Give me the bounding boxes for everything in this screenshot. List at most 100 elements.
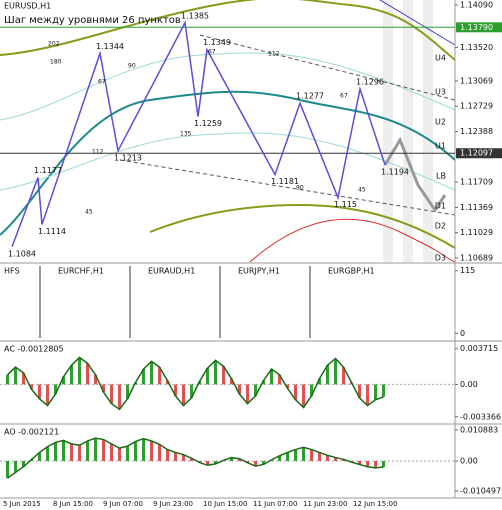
zigzag [11, 20, 386, 248]
histogram-bar [86, 363, 89, 385]
lower-band [149, 203, 456, 249]
histogram-bar [134, 441, 137, 461]
histogram-bar [102, 384, 105, 393]
time-label: 8 Jun 15:00 [53, 500, 93, 508]
histogram-bar [206, 461, 209, 466]
histogram-bar [382, 384, 385, 397]
histogram-bar [30, 384, 33, 390]
histogram-bar [310, 449, 313, 461]
histogram-bar [182, 384, 185, 406]
price-box-label: 1.13790 [460, 23, 493, 32]
distance-label: 67 [340, 93, 348, 100]
distance-label: 90 [128, 63, 136, 70]
histogram-bar [118, 384, 121, 410]
histogram-bar [38, 384, 41, 399]
histogram-bar [110, 384, 113, 404]
distance-label: 112 [92, 149, 104, 156]
histogram-bar [238, 384, 241, 395]
histogram-bar [278, 374, 281, 385]
level-name: U3 [435, 88, 446, 97]
histogram-bar [62, 376, 65, 385]
stripe [423, 0, 433, 262]
histogram-bar [22, 461, 25, 467]
histogram-bar [166, 449, 169, 461]
histogram-bar [262, 461, 265, 465]
inner-band [0, 132, 456, 191]
histogram-bar [254, 461, 257, 467]
histogram-bar [54, 384, 57, 395]
time-label: 10 Jun 15:00 [203, 500, 247, 508]
price-box [456, 22, 502, 33]
histogram-bar [38, 452, 41, 461]
histogram-bar [190, 458, 193, 461]
histogram-bar [110, 443, 113, 461]
time-label: 9 Jun 07:00 [103, 500, 143, 508]
symbol-label: EURCHF,H1 [58, 267, 104, 276]
forecast [383, 136, 447, 213]
histogram-bar [214, 360, 217, 385]
middle-band [0, 90, 456, 236]
histogram-bar [238, 458, 241, 461]
histogram-bar [150, 361, 153, 385]
pane-title: AO -0.002121 [4, 428, 59, 437]
bands [0, 0, 456, 263]
histogram-bar [118, 448, 121, 461]
symbol-label: EURGBP,H1 [328, 267, 375, 276]
histogram-bar [230, 378, 233, 385]
histogram-bar [126, 446, 129, 461]
distance-label: 45 [85, 209, 93, 216]
histogram-bar [302, 447, 305, 461]
histogram-bar [86, 441, 89, 461]
histogram-bar [286, 452, 289, 461]
histogram-bar [78, 445, 81, 461]
price-label: 1.10689 [460, 253, 493, 262]
histogram-bar [246, 384, 249, 404]
price-label: 1.12388 [460, 127, 493, 136]
pivot-label: 1.1277 [296, 92, 324, 101]
histogram-bar [326, 365, 329, 385]
histogram-bar [166, 380, 169, 385]
level-name: D2 [435, 222, 446, 231]
signal-line [6, 356, 384, 411]
price-box [456, 148, 502, 159]
histogram-bar [14, 367, 17, 385]
histogram-bar [246, 461, 249, 463]
subtitle: Шаг между уровнями 26 пунктов [4, 15, 181, 26]
histogram-bar [6, 374, 9, 385]
price-label: 1.13520 [460, 43, 493, 52]
distance-label: 112 [268, 51, 280, 58]
pivot-label: 1.1259 [194, 119, 222, 128]
pane-tick-label: 0.00 [460, 380, 478, 389]
histogram-bar [342, 459, 345, 461]
distance-label: 67 [208, 49, 216, 56]
stripe [383, 0, 393, 262]
histogram-bar [230, 457, 233, 461]
histogram-bar [374, 461, 377, 468]
distance-label: 202 [48, 41, 60, 48]
histogram-bar [46, 446, 49, 461]
histogram-bar [142, 438, 145, 461]
symbol-label: EURAUD,H1 [148, 267, 195, 276]
pivot-label: 1.1177 [34, 166, 62, 175]
pivot-label: 1.1385 [181, 11, 209, 20]
pane-tick-label: 0.010883 [460, 426, 498, 435]
time-label: 11 Jun 23:00 [303, 500, 347, 508]
histogram-bar [102, 439, 105, 461]
histogram-bar [334, 457, 337, 461]
symbol-title: EURUSD,H1 [4, 2, 51, 11]
histogram-bar [174, 384, 177, 396]
distance-label: 67 [98, 79, 106, 86]
histogram-bar [214, 461, 217, 464]
histogram-bar [254, 384, 257, 396]
upper-band [0, 0, 456, 61]
histogram-bar [142, 369, 145, 385]
histogram-bar [222, 366, 225, 385]
histogram-bar [182, 454, 185, 461]
histogram-bar [294, 384, 297, 400]
price-box-label: 1.12097 [460, 149, 493, 158]
histogram-bar [326, 455, 329, 461]
pivot-label: 1.1114 [38, 227, 66, 236]
pivot-label: 1.1213 [114, 153, 142, 162]
